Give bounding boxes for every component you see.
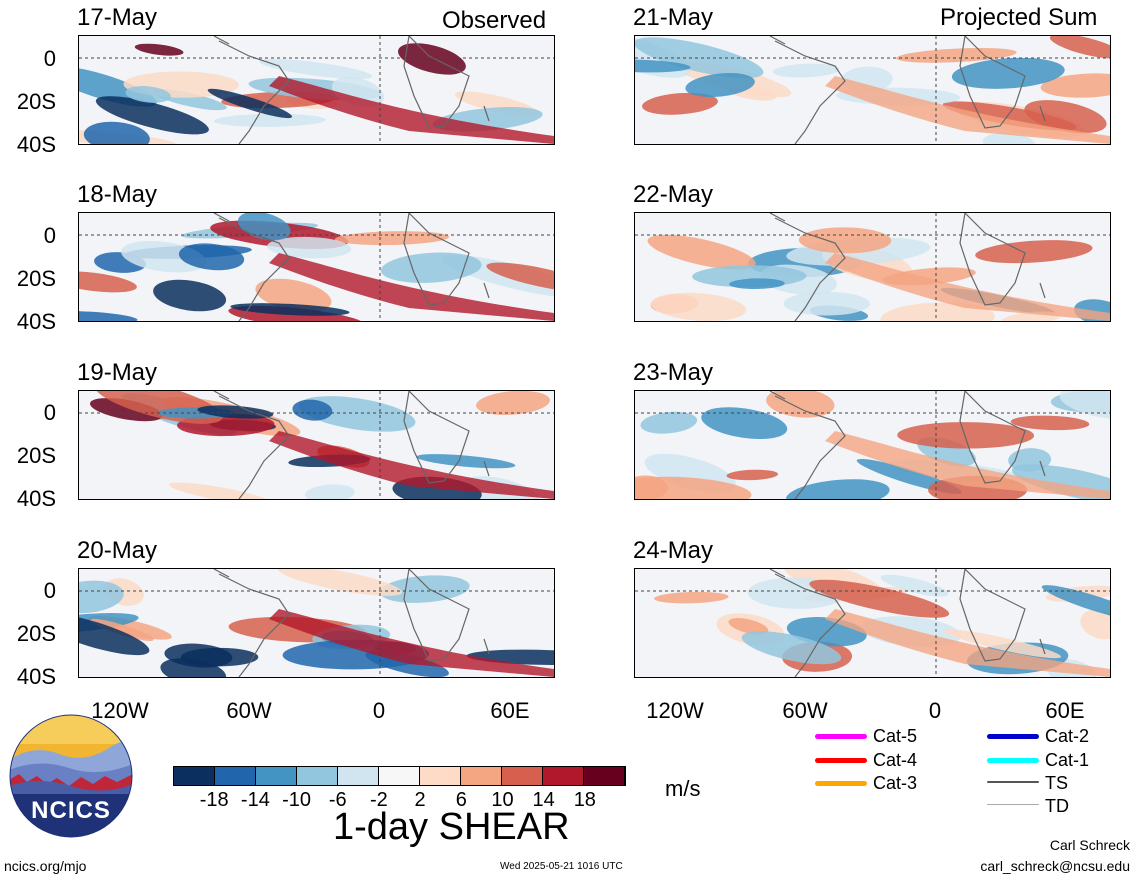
panel-date-label: 19-May xyxy=(77,359,158,386)
x-tick-label: 60E xyxy=(490,698,530,723)
footer-email: carl_schreck@ncsu.edu xyxy=(980,858,1130,874)
panel-date-label: 18-May xyxy=(77,181,158,208)
shear-map-panel xyxy=(78,568,555,678)
y-tick-label: 40S xyxy=(16,132,56,157)
legend-line xyxy=(987,781,1039,783)
x-tick-label: 0 xyxy=(372,698,386,723)
colorbar-tick-label: 2 xyxy=(414,789,426,811)
x-tick-label: 0 xyxy=(928,698,942,723)
legend-line xyxy=(987,804,1039,805)
y-tick-label: 20S xyxy=(16,266,56,291)
y-tick-label: 40S xyxy=(16,664,56,689)
colorbar-tick-label: 6 xyxy=(455,789,467,811)
legend-label: TS xyxy=(1045,773,1069,793)
panel-date-label: 20-May xyxy=(77,537,158,564)
colorbar-swatch xyxy=(297,767,338,785)
legend-line xyxy=(987,734,1039,739)
x-tick-label: 60W xyxy=(226,698,272,723)
chart-title: 1-day SHEAR xyxy=(333,806,570,848)
y-tick-label: 0 xyxy=(43,223,56,248)
footer-url: ncics.org/mjo xyxy=(4,858,87,874)
x-tick-label: 120W xyxy=(646,698,704,723)
observed-title: Observed xyxy=(442,7,547,34)
y-tick-label: 20S xyxy=(16,621,56,646)
shear-map-panel xyxy=(78,390,555,500)
shear-map-panel xyxy=(634,35,1111,145)
colorbar-tick-label: -6 xyxy=(328,789,347,811)
colorbar-tick-label: 18 xyxy=(573,789,596,811)
legend-label: Cat-1 xyxy=(1045,750,1090,770)
y-tick-label: 0 xyxy=(43,46,56,71)
colorbar-swatch xyxy=(420,767,461,785)
legend-label: Cat-4 xyxy=(873,750,918,770)
legend-line xyxy=(987,758,1039,763)
legend-line xyxy=(815,758,867,763)
panel-date-label: 24-May xyxy=(633,537,714,564)
colorbar-swatch xyxy=(502,767,543,785)
logo-text: NCICS xyxy=(31,797,111,824)
panel-date-label: 22-May xyxy=(633,181,714,208)
shear-map-panel xyxy=(78,35,555,145)
colorbar-swatch xyxy=(543,767,584,785)
shear-map-panel xyxy=(634,568,1111,678)
y-tick-label: 0 xyxy=(43,578,56,603)
colorbar-tick-label: -18 xyxy=(199,789,229,811)
colorbar-tick-label: -2 xyxy=(370,789,388,811)
colorbar-swatch xyxy=(379,767,420,785)
x-tick-label: 60E xyxy=(1045,698,1085,723)
footer-timestamp: Wed 2025-05-21 1016 UTC xyxy=(500,861,623,872)
ncics-logo: NCICS xyxy=(9,714,133,838)
y-tick-label: 40S xyxy=(16,309,56,334)
legend-label: Cat-2 xyxy=(1045,726,1090,746)
y-tick-label: 40S xyxy=(16,486,56,511)
shear-map-panel xyxy=(78,212,555,322)
legend-line xyxy=(815,781,867,786)
legend-label: Cat-3 xyxy=(873,773,918,793)
projected-title: Projected Sum xyxy=(940,4,1098,31)
x-tick-label: 60W xyxy=(782,698,828,723)
colorbar xyxy=(173,766,626,786)
legend-line xyxy=(815,734,867,739)
colorbar-swatch xyxy=(215,767,256,785)
colorbar-swatch xyxy=(174,767,215,785)
shear-map-panel xyxy=(634,212,1111,322)
panel-date-label: 21-May xyxy=(633,4,714,31)
colorbar-swatch xyxy=(338,767,379,785)
colorbar-swatch xyxy=(584,767,625,785)
shear-map-panel xyxy=(634,390,1111,500)
y-tick-label: 0 xyxy=(43,400,56,425)
legend-label: TD xyxy=(1045,796,1069,816)
colorbar-tick-label: -14 xyxy=(240,789,270,811)
x-tick-label: 120W xyxy=(91,698,149,723)
colorbar-units: m/s xyxy=(665,776,701,801)
footer-author: Carl Schreck xyxy=(1049,837,1130,853)
colorbar-tick-label: 14 xyxy=(532,789,555,811)
panel-date-label: 23-May xyxy=(633,359,714,386)
panel-date-label: 17-May xyxy=(77,4,158,31)
colorbar-swatch xyxy=(461,767,502,785)
colorbar-swatch xyxy=(256,767,297,785)
legend-label: Cat-5 xyxy=(873,726,918,746)
colorbar-tick-label: 10 xyxy=(491,789,514,811)
y-tick-label: 20S xyxy=(16,443,56,468)
y-tick-label: 20S xyxy=(16,89,56,114)
colorbar-tick-label: -10 xyxy=(282,789,311,811)
